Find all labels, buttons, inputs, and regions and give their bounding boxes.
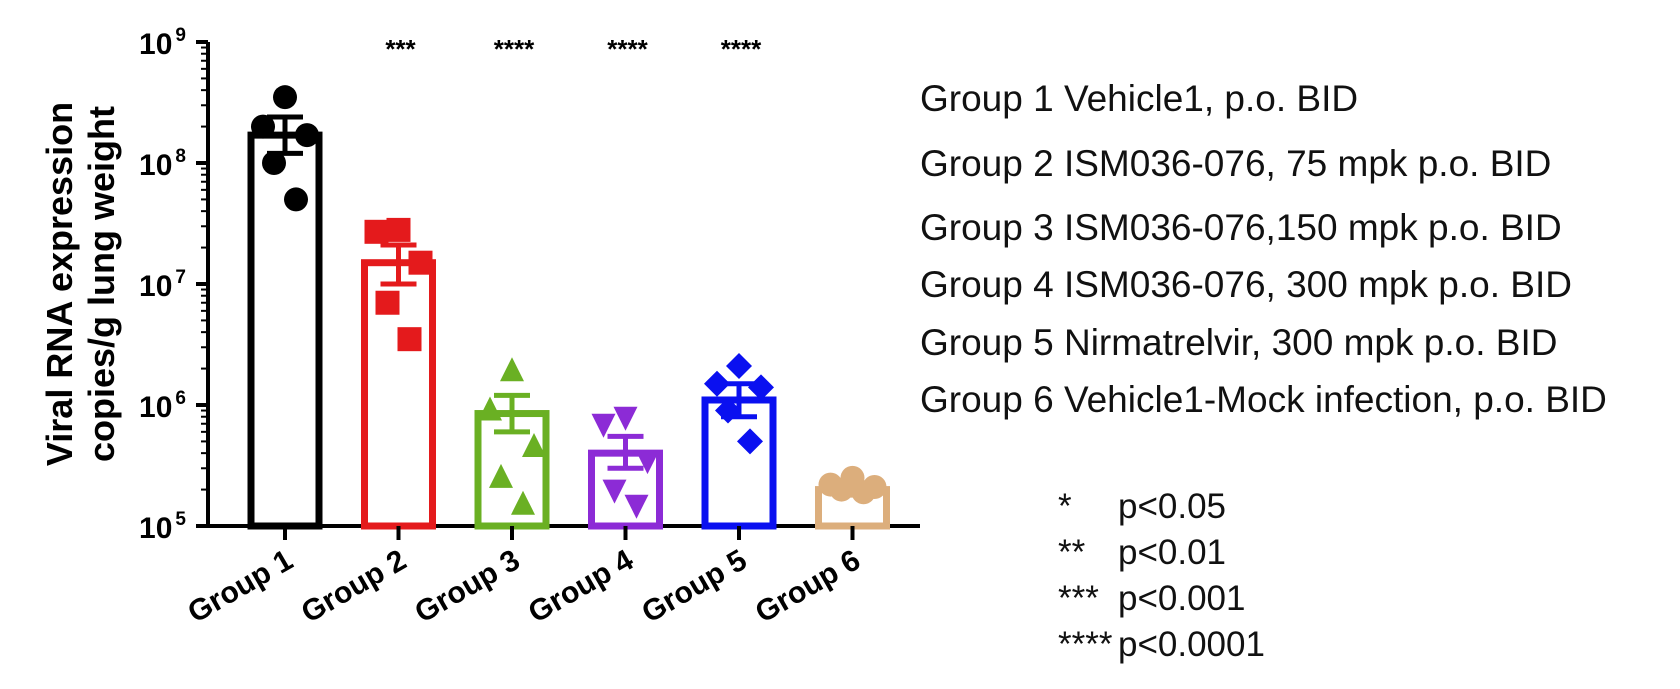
data-point — [295, 123, 319, 148]
legend-entry-group-3: Group 3 ISM036-076,150 mpk p.o. BID — [920, 207, 1562, 248]
data-point — [364, 219, 389, 244]
significance-stars: * — [1058, 487, 1072, 526]
data-point — [251, 114, 275, 139]
data-point — [500, 357, 524, 382]
significance-label: *** — [385, 34, 416, 64]
data-point — [737, 428, 763, 455]
legend-entry-group-5: Group 5 Nirmatrelvir, 300 mpk p.o. BID — [920, 322, 1558, 363]
y-tick-label: 10 6 — [139, 388, 186, 424]
data-point — [851, 480, 876, 505]
significance-threshold: p<0.0001 — [1118, 625, 1265, 664]
y-tick-label: 10 9 — [139, 25, 186, 61]
legend-entry-group-4: Group 4 ISM036-076, 300 mpk p.o. BID — [920, 264, 1572, 305]
significance-threshold: p<0.001 — [1118, 579, 1246, 618]
x-tick-label: Group 4 — [523, 543, 639, 629]
significance-key-row: **** p<0.0001 — [1058, 625, 1265, 665]
data-point — [478, 396, 502, 421]
data-point — [591, 413, 616, 438]
data-point — [829, 477, 854, 502]
data-point — [397, 327, 422, 352]
bar — [247, 131, 323, 530]
data-point — [613, 406, 638, 431]
x-tick-label: Group 2 — [296, 543, 412, 629]
y-tick-label: 10 7 — [139, 267, 186, 303]
x-tick-label: Group 5 — [636, 543, 752, 629]
data-point — [748, 374, 774, 401]
data-point — [284, 187, 308, 212]
significance-stars: ** — [1058, 533, 1086, 572]
data-point — [704, 370, 730, 397]
legend-entry-group-6: Group 6 Vehicle1-Mock infection, p.o. BI… — [920, 379, 1607, 420]
data-point — [386, 217, 411, 242]
data-point — [715, 397, 741, 424]
y-axis-label: Viral RNA expressioncopies/g lung weight — [39, 102, 122, 466]
legend-entry-group-1: Group 1 Vehicle1, p.o. BID — [920, 78, 1359, 119]
data-point — [522, 432, 546, 457]
x-tick-label: Group 1 — [182, 543, 298, 629]
data-point — [726, 353, 752, 380]
significance-threshold: p<0.05 — [1118, 487, 1227, 526]
data-point — [489, 463, 513, 488]
significance-label: **** — [721, 34, 762, 64]
significance-stars: *** — [1058, 579, 1099, 618]
data-point — [624, 494, 649, 519]
significance-key-row: *** p<0.001 — [1058, 579, 1246, 619]
data-point — [262, 151, 286, 175]
significance-stars: **** — [1058, 625, 1113, 664]
x-tick-label: Group 3 — [409, 543, 525, 629]
significance-key-row: * p<0.05 — [1058, 487, 1226, 527]
data-point — [408, 250, 433, 275]
significance-label: **** — [607, 34, 648, 64]
data-point — [602, 479, 627, 504]
significance-label: **** — [494, 34, 535, 64]
data-point — [375, 290, 400, 315]
significance-threshold: p<0.01 — [1118, 533, 1227, 572]
data-point — [273, 85, 297, 110]
legend-entry-group-2: Group 2 ISM036-076, 75 mpk p.o. BID — [920, 143, 1552, 184]
data-point — [635, 450, 660, 475]
significance-key-row: ** p<0.01 — [1058, 533, 1226, 573]
y-tick-label: 10 5 — [139, 509, 186, 545]
x-tick-label: Group 6 — [750, 543, 866, 629]
y-tick-label: 10 8 — [139, 146, 186, 182]
data-point — [511, 490, 535, 515]
